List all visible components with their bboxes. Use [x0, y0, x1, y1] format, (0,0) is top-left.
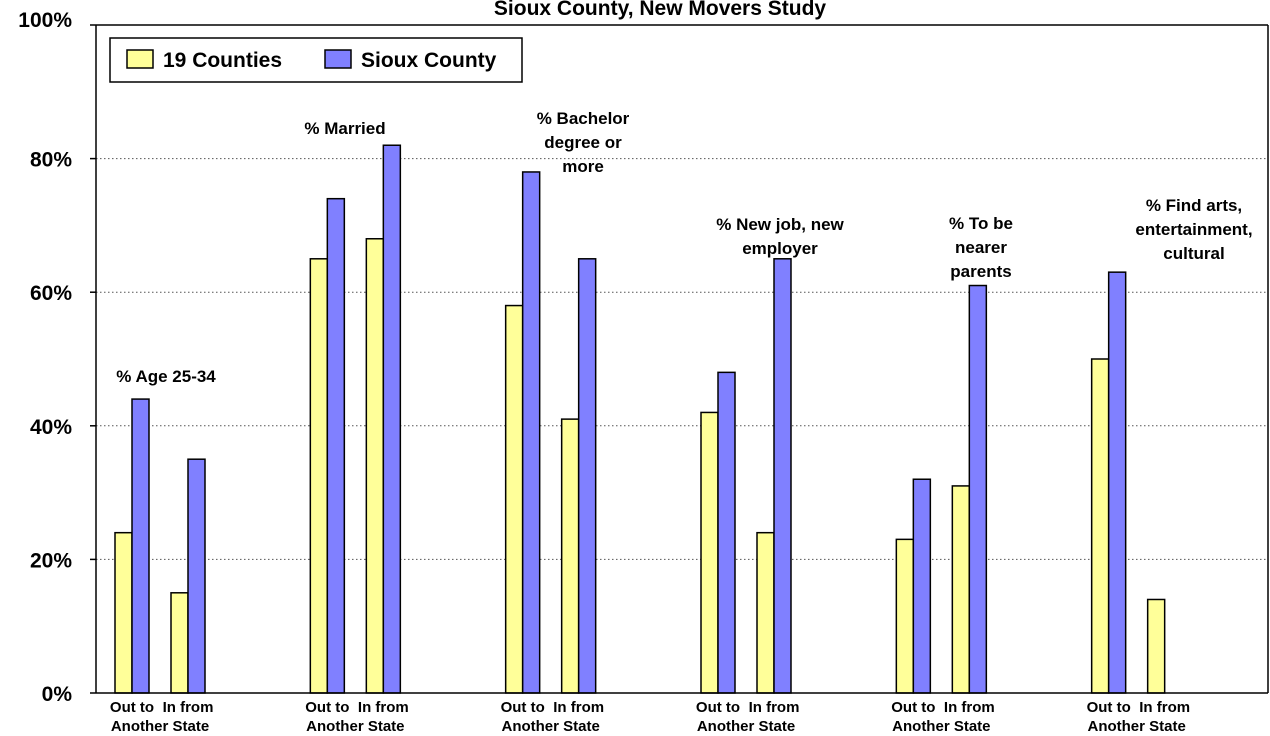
bar-sioux-county	[521, 171, 541, 694]
x-tick-label: Another State	[501, 718, 599, 735]
bars	[114, 144, 1166, 694]
group-labels: % Age 25-34 % Married % Bachelor degree or m…	[116, 109, 1252, 386]
legend-label-sioux-county: Sioux County	[361, 49, 497, 72]
bar-sioux-county	[131, 398, 150, 694]
x-tick-label: In from	[163, 699, 214, 716]
y-axis: 0% 20% 40% 60% 80% 100%	[18, 9, 96, 706]
bar-19-counties	[365, 238, 385, 694]
chart-title: Sioux County, New Movers Study	[494, 0, 826, 20]
x-tick-label: Out to	[696, 699, 740, 716]
group-label: % Find arts, entertainment, cultural	[1135, 196, 1252, 263]
x-tick-label: Out to	[305, 699, 349, 716]
bar-19-counties	[560, 418, 580, 694]
x-tick-label: In from	[1139, 699, 1190, 716]
y-tick-label: 20%	[30, 549, 72, 572]
bar-sioux-county	[912, 478, 932, 694]
legend-swatch-19-counties	[126, 49, 154, 69]
x-axis-labels: Out to In from Another State Out to In from A…	[110, 699, 1190, 735]
group-label: % Bachelor degree or more	[537, 109, 630, 176]
bar-19-counties	[700, 411, 719, 694]
bar-sioux-county	[326, 197, 346, 694]
group-label: % To be nearer parents	[949, 214, 1013, 281]
bar-19-counties	[951, 485, 971, 694]
plot-frame	[95, 24, 1269, 694]
x-tick-label: Another State	[111, 718, 209, 735]
x-tick-label: Out to	[1087, 699, 1131, 716]
bar-sioux-county	[187, 458, 206, 694]
group-label: % Age 25-34	[116, 367, 216, 386]
bar-19-counties	[1090, 358, 1110, 694]
x-tick-label: Another State	[697, 718, 795, 735]
y-tick-label: 40%	[30, 416, 72, 439]
x-tick-label: In from	[944, 699, 995, 716]
legend: 19 Counties Sioux County	[109, 37, 523, 83]
grid-lines	[96, 158, 1268, 560]
bar-19-counties	[170, 592, 189, 694]
bar-19-counties	[309, 258, 329, 694]
y-tick-label: 100%	[18, 9, 72, 32]
bar-19-counties	[1146, 598, 1166, 694]
x-tick-label: Another State	[1087, 718, 1185, 735]
legend-label-19-counties: 19 Counties	[163, 49, 282, 72]
y-tick-label: 60%	[30, 282, 72, 305]
group-label: % Married	[304, 119, 385, 138]
bar-sioux-county	[1107, 271, 1127, 694]
bar-19-counties	[756, 531, 775, 694]
y-tick-label: 0%	[42, 683, 73, 706]
bar-sioux-county	[577, 258, 597, 694]
x-tick-label: Out to	[501, 699, 545, 716]
bar-sioux-county	[717, 371, 736, 694]
group-label: % New job, new employer	[716, 215, 844, 258]
bar-19-counties	[504, 304, 524, 694]
x-tick-label: Out to	[891, 699, 935, 716]
bar-19-counties	[114, 531, 133, 694]
x-tick-label: Another State	[892, 718, 990, 735]
x-tick-label: Out to	[110, 699, 154, 716]
x-tick-label: In from	[749, 699, 800, 716]
y-tick-label: 80%	[30, 149, 72, 172]
legend-swatch-sioux-county	[324, 49, 352, 69]
x-tick-label: In from	[553, 699, 604, 716]
x-tick-label: In from	[358, 699, 409, 716]
bar-sioux-county	[382, 144, 402, 694]
bar-sioux-county	[773, 258, 792, 694]
bar-19-counties	[895, 538, 915, 694]
x-tick-label: Another State	[306, 718, 404, 735]
bar-sioux-county	[968, 284, 988, 694]
